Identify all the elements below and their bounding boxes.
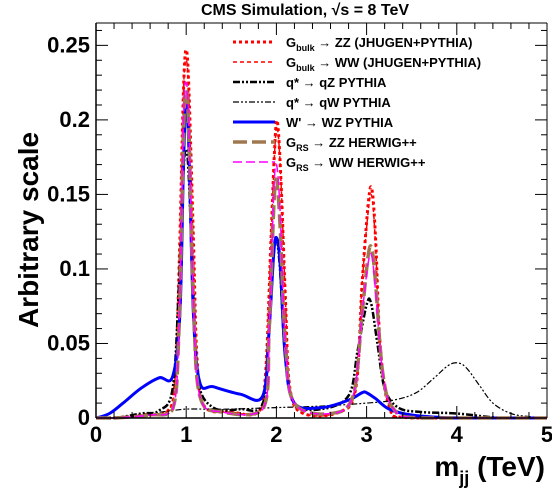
y-tick-label: 0 [78,405,90,430]
legend-entry-main: q* → qW PYTHIA [286,95,391,110]
legend-entry-main: G [286,55,296,70]
series-line-7 [96,81,547,419]
y-tick-label: 0.2 [59,107,90,132]
x-tick-label: 3 [360,422,372,447]
legend-entry-subscript: bulk [296,63,315,73]
legend-entry-5: W' → WZ PYTHIA [286,115,394,130]
legend-entry-tail: → ZZ HERWIG++ [309,135,418,150]
legend-entry-1: Gbulk → ZZ (JHUGEN+PYTHIA) [286,35,472,53]
legend-entry-main: q* → qZ PYTHIA [286,75,387,90]
x-tick-label: 1 [180,422,192,447]
x-axis-label-tail: (TeV) [469,451,545,482]
legend-entry-2: Gbulk → WW (JHUGEN+PYTHIA) [286,55,481,73]
chart-title: CMS Simulation, √s = 8 TeV [201,2,409,19]
legend-entry-subscript: RS [296,143,309,153]
x-axis-label: mjj (TeV) [434,451,545,488]
legend-entry-4: q* → qW PYTHIA [286,95,391,110]
legend-entry-subscript: bulk [296,43,315,53]
legend-entry-main: W' → WZ PYTHIA [286,115,394,130]
legend-entry-main: G [286,155,296,170]
plot-curves [95,48,548,420]
x-tick-label: 0 [90,422,102,447]
y-tick-label: 0.1 [59,256,90,281]
legend-entry-3: q* → qZ PYTHIA [286,75,387,90]
legend-entry-6: GRS → ZZ HERWIG++ [286,135,417,153]
legend-entry-tail: → ZZ (JHUGEN+PYTHIA) [315,35,473,50]
legend-entry-7: GRS → WW HERWIG++ [286,155,426,173]
legend-entry-tail: → WW HERWIG++ [309,155,426,170]
y-tick-label: 0.25 [47,32,90,57]
legend-entry-tail: → WW (JHUGEN+PYTHIA) [315,55,481,70]
plot-axes: 0 1 2 3 4 5 0 0.05 0.1 0.15 0.2 0.25 [47,22,552,447]
x-axis-label-sub: jj [458,468,469,488]
y-tick-label: 0.15 [47,181,90,206]
y-tick-label: 0.05 [47,330,90,355]
x-axis-label-base: m [434,451,459,482]
series-line-5 [95,95,547,420]
legend-entry-main: G [286,35,296,50]
series-line-4 [96,362,548,419]
chart-legend: Gbulk → ZZ (JHUGEN+PYTHIA)Gbulk → WW (JH… [233,35,481,173]
legend-entry-subscript: RS [296,163,309,173]
legend-entry-main: G [286,135,296,150]
x-tick-label: 5 [541,422,552,447]
x-tick-label: 2 [270,422,282,447]
y-axis-label: Arbitrary scale [13,132,44,328]
x-tick-label: 4 [451,422,464,447]
